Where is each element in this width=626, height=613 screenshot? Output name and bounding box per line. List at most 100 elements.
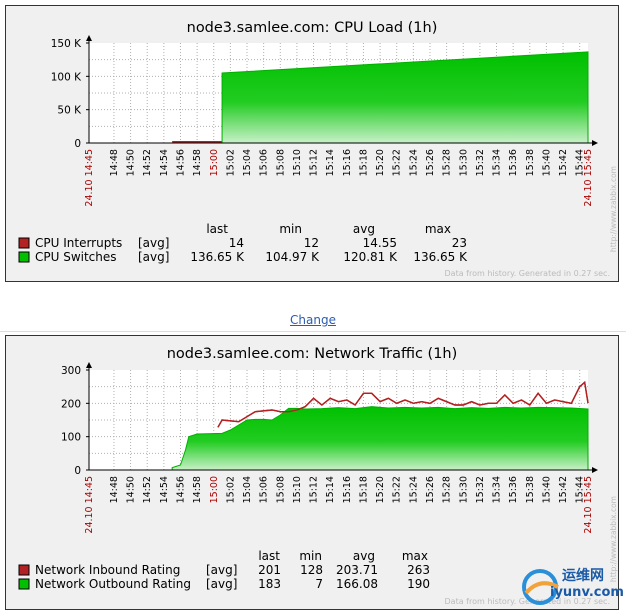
cloud-logo-icon	[522, 569, 559, 605]
x-tick-label: 15:12	[309, 476, 320, 503]
x-tick-label: 15:00	[209, 149, 220, 176]
x-tick-label: 15:44	[575, 476, 586, 503]
x-tick-label: 15:10	[292, 476, 303, 503]
y-axis-arrow	[86, 35, 92, 41]
x-tick-label: 15:42	[558, 149, 569, 176]
legend-header: max	[425, 222, 451, 236]
y-tick-label: 100	[61, 432, 81, 444]
x-tick-label: 15:28	[442, 476, 453, 503]
x-tick-label: 15:40	[541, 476, 552, 503]
x-tick-label: 15:18	[358, 476, 369, 503]
x-end-label: 24.10 15:45	[583, 476, 594, 534]
y-tick-label: 100 K	[51, 71, 82, 83]
x-tick-label: 14:54	[159, 476, 170, 503]
x-tick-label: 15:28	[442, 149, 453, 176]
legend-header: max	[402, 549, 428, 563]
x-tick-label: 15:16	[342, 476, 353, 503]
legend-func: [avg]	[138, 250, 169, 264]
x-tick-label: 15:14	[325, 149, 336, 176]
legend-func: [avg]	[206, 577, 237, 591]
change-link[interactable]: Change	[290, 313, 336, 327]
x-tick-label: 15:22	[392, 149, 403, 176]
separator	[0, 331, 626, 332]
x-axis-arrow	[592, 140, 598, 146]
x-tick-label: 15:24	[408, 476, 419, 503]
x-tick-label: 14:52	[142, 476, 153, 503]
y-tick-label: 50 K	[57, 105, 82, 117]
x-tick-label: 15:00	[209, 476, 220, 503]
x-tick-label: 14:52	[142, 149, 153, 176]
legend-func: [avg]	[138, 236, 169, 250]
x-tick-label: 15:30	[458, 149, 469, 176]
legend-header: min	[299, 549, 322, 563]
legend-series-name: Network Inbound Rating	[35, 563, 180, 577]
x-tick-label: 14:48	[109, 149, 120, 176]
legend-series-name: CPU Interrupts	[35, 236, 122, 250]
x-tick-label: 15:34	[492, 149, 503, 176]
x-start-label: 24.10 14:45	[84, 476, 95, 534]
x-tick-label: 15:36	[508, 476, 519, 503]
y-tick-label: 200	[61, 398, 81, 410]
x-tick-label: 15:36	[508, 149, 519, 176]
legend-swatch	[18, 564, 30, 576]
legend-value-avg: 166.08	[336, 577, 378, 591]
x-tick-label: 14:56	[175, 476, 186, 503]
y-tick-label: 0	[74, 465, 81, 477]
x-tick-label: 15:26	[425, 149, 436, 176]
network-traffic-graph-panel: node3.samlee.com: Network Traffic (1h) 30…	[5, 335, 619, 610]
chart-svg: node3.samlee.com: CPU Load (1h) 150 K 100 …	[18, 20, 618, 278]
x-tick-label: 15:02	[225, 476, 236, 503]
cpu-load-graph-panel: node3.samlee.com: CPU Load (1h) 150 K 100 …	[5, 5, 619, 282]
x-tick-label: 15:20	[375, 476, 386, 503]
x-tick-label: 15:40	[541, 149, 552, 176]
legend-swatch	[18, 251, 30, 263]
legend-value-max: 263	[407, 563, 430, 577]
legend-value-min: 128	[300, 563, 323, 577]
zabbix-side-text: http://www.zabbix.com	[609, 166, 618, 252]
generation-footer: Data from history. Generated in 0.27 sec…	[445, 597, 610, 606]
x-tick-label: 15:06	[259, 476, 270, 503]
legend-value-avg: 203.71	[336, 563, 378, 577]
legend-value-min: 104.97 K	[265, 250, 320, 264]
x-tick-label: 14:50	[126, 149, 137, 176]
x-tick-label: 15:10	[292, 149, 303, 176]
legend-value-last: 183	[258, 577, 281, 591]
x-tick-label: 15:30	[458, 476, 469, 503]
legend-value-min: 12	[304, 236, 319, 250]
x-tick-label: 15:04	[242, 149, 253, 176]
x-tick-label: 14:48	[109, 476, 120, 503]
x-axis-arrow	[592, 467, 598, 473]
series-area-1	[171, 406, 589, 471]
legend-value-last: 201	[258, 563, 281, 577]
x-tick-label: 15:38	[525, 149, 536, 176]
watermark-cn: 运维网	[562, 568, 604, 584]
legend-value-avg: 14.55	[363, 236, 397, 250]
x-tick-label: 15:42	[558, 476, 569, 503]
x-tick-label: 15:32	[475, 476, 486, 503]
generation-footer: Data from history. Generated in 0.27 sec…	[445, 269, 610, 278]
legend-series-name: CPU Switches	[35, 250, 117, 264]
x-tick-label: 14:54	[159, 149, 170, 176]
legend-header: avg	[353, 549, 375, 563]
legend-value-max: 136.65 K	[413, 250, 468, 264]
x-tick-label: 15:04	[242, 476, 253, 503]
legend-value-min: 7	[315, 577, 323, 591]
x-tick-label: 14:50	[126, 476, 137, 503]
x-tick-label: 15:08	[275, 149, 286, 176]
site-watermark-logo: 运维网 iyunv.com	[520, 563, 624, 609]
legend-header: last	[206, 222, 228, 236]
legend-header: last	[258, 549, 280, 563]
x-tick-label: 15:14	[325, 476, 336, 503]
x-start-label: 24.10 14:45	[84, 149, 95, 207]
legend-series-name: Network Outbound Rating	[35, 577, 191, 591]
x-tick-label: 15:02	[225, 149, 236, 176]
x-tick-label: 15:26	[425, 476, 436, 503]
x-tick-label: 15:08	[275, 476, 286, 503]
x-tick-label: 15:34	[492, 476, 503, 503]
zabbix-side-text: http://www.zabbix.com	[609, 496, 618, 582]
x-tick-label: 15:18	[358, 149, 369, 176]
legend-value-last: 14	[229, 236, 244, 250]
x-tick-label: 15:06	[259, 149, 270, 176]
legend-value-max: 190	[407, 577, 430, 591]
y-tick-label: 0	[74, 138, 81, 150]
